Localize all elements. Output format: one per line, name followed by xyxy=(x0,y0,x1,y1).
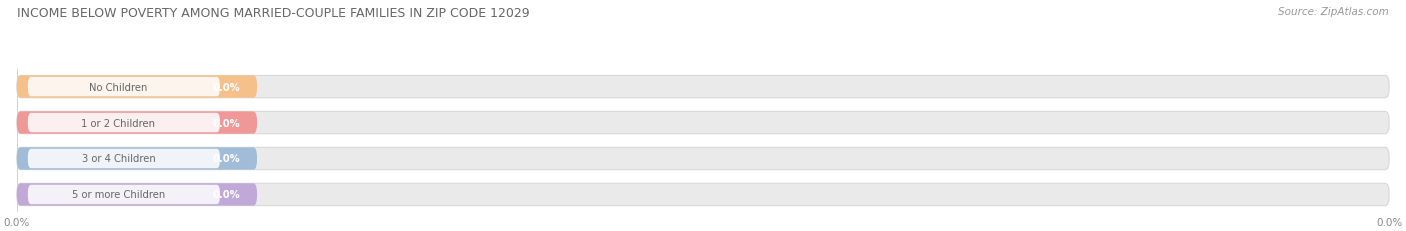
Text: Source: ZipAtlas.com: Source: ZipAtlas.com xyxy=(1278,7,1389,17)
Text: 1 or 2 Children: 1 or 2 Children xyxy=(82,118,156,128)
FancyBboxPatch shape xyxy=(17,112,1389,134)
FancyBboxPatch shape xyxy=(17,112,257,134)
FancyBboxPatch shape xyxy=(17,76,257,98)
FancyBboxPatch shape xyxy=(17,183,257,206)
FancyBboxPatch shape xyxy=(28,149,219,168)
Text: 0.0%: 0.0% xyxy=(212,190,240,200)
FancyBboxPatch shape xyxy=(28,185,219,204)
FancyBboxPatch shape xyxy=(17,148,1389,170)
Text: 0.0%: 0.0% xyxy=(212,118,240,128)
Text: 0.0%: 0.0% xyxy=(212,82,240,92)
Text: 0.0%: 0.0% xyxy=(212,154,240,164)
FancyBboxPatch shape xyxy=(28,78,219,97)
FancyBboxPatch shape xyxy=(17,183,1389,206)
Text: INCOME BELOW POVERTY AMONG MARRIED-COUPLE FAMILIES IN ZIP CODE 12029: INCOME BELOW POVERTY AMONG MARRIED-COUPL… xyxy=(17,7,530,20)
FancyBboxPatch shape xyxy=(28,113,219,133)
FancyBboxPatch shape xyxy=(17,148,257,170)
FancyBboxPatch shape xyxy=(17,76,1389,98)
Text: No Children: No Children xyxy=(89,82,148,92)
Text: 3 or 4 Children: 3 or 4 Children xyxy=(82,154,155,164)
Text: 5 or more Children: 5 or more Children xyxy=(72,190,165,200)
